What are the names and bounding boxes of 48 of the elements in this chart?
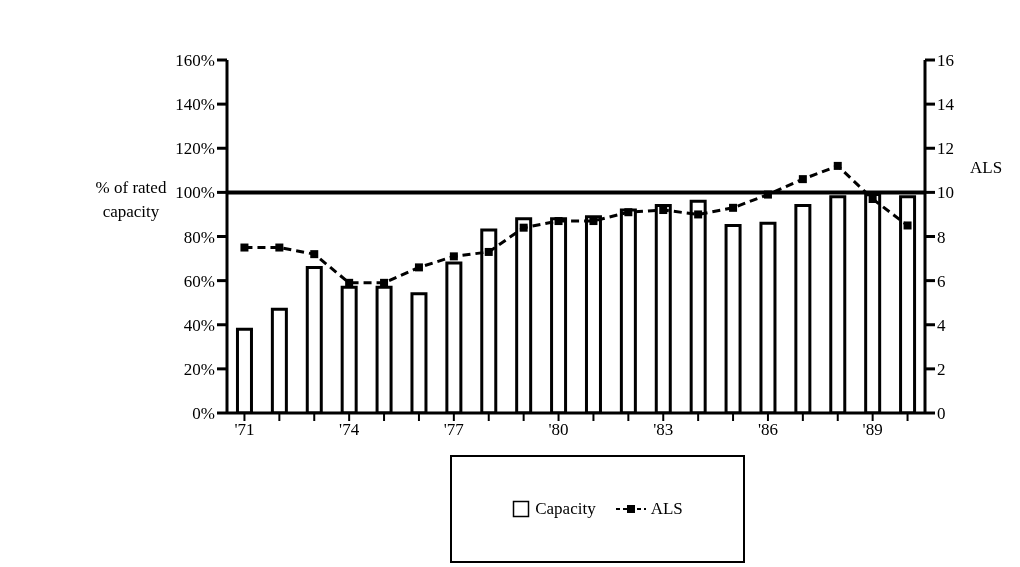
y-tick-label: 80%	[183, 227, 215, 247]
x-tick-label: '71	[234, 420, 255, 440]
y-tick-label: 0%	[192, 404, 215, 424]
y2-tick-label: 12	[937, 139, 954, 159]
x-tick-label: '74	[339, 420, 360, 440]
point	[659, 206, 668, 215]
y2-tick-label: 2	[937, 359, 946, 379]
y2-tick-label: 8	[937, 227, 946, 247]
x-tick-label: '86	[757, 420, 778, 440]
point	[798, 175, 807, 184]
point	[414, 263, 423, 272]
y2-tick-label: 0	[937, 404, 946, 424]
point	[345, 278, 354, 287]
y2-tick-label: 16	[937, 51, 954, 71]
y2-axis-title: ALS	[970, 158, 1003, 178]
point	[729, 203, 738, 212]
point	[484, 247, 493, 256]
point	[694, 210, 703, 219]
point	[554, 217, 563, 226]
y-tick-label: 160%	[175, 51, 215, 71]
x-tick-label: '89	[862, 420, 883, 440]
y-tick-label: 20%	[183, 359, 215, 379]
y2-tick-label: 14	[937, 95, 955, 115]
point	[833, 161, 842, 170]
y-axis-title: % of rated capacity	[94, 177, 168, 223]
x-tick-label: '80	[548, 420, 569, 440]
point	[310, 250, 319, 259]
point	[903, 221, 912, 230]
legend-label: ALS	[650, 499, 683, 519]
y2-tick-label: 6	[937, 271, 946, 291]
point	[275, 243, 284, 252]
legend-label: Capacity	[535, 499, 596, 519]
y-tick-label: 100%	[175, 183, 215, 203]
y-tick-label: 40%	[183, 315, 215, 335]
point	[589, 217, 598, 226]
y-tick-label: 140%	[175, 95, 215, 115]
point	[624, 208, 633, 217]
x-tick-label: '77	[443, 420, 465, 440]
point	[449, 252, 458, 261]
point	[380, 278, 389, 287]
y-tick-label: 60%	[183, 271, 215, 291]
point	[519, 223, 528, 232]
y2-tick-label: 10	[937, 183, 954, 203]
x-tick-label: '83	[653, 420, 674, 440]
point	[763, 190, 772, 199]
point	[240, 243, 249, 252]
y-tick-label: 120%	[175, 139, 215, 159]
y2-tick-label: 4	[937, 315, 946, 335]
